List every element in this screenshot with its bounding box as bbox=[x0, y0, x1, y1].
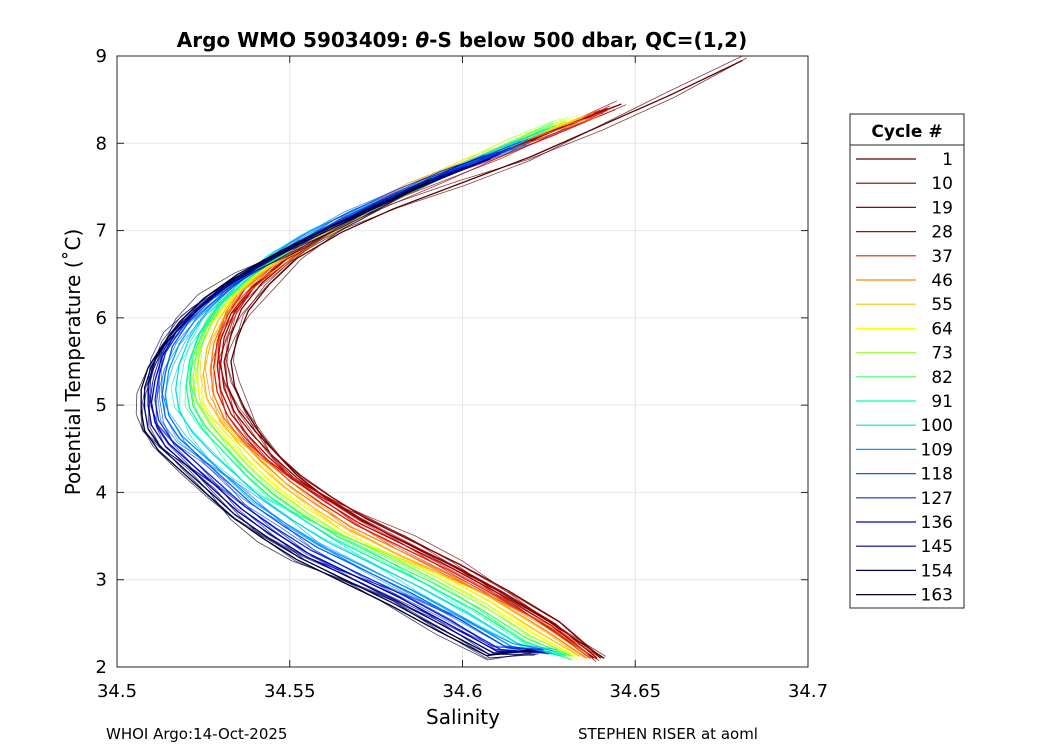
series-line-cycle-10-variant bbox=[226, 100, 618, 662]
footer-left-credit: WHOI Argo:14-Oct-2025 bbox=[106, 725, 288, 743]
legend-label-109: 109 bbox=[921, 440, 953, 460]
legend-label-28: 28 bbox=[931, 223, 953, 243]
series-line-cycle-163 bbox=[140, 182, 532, 657]
x-tick-label: 34.6 bbox=[442, 681, 482, 702]
y-tick-label: 6 bbox=[96, 308, 107, 329]
chart-title: Argo WMO 5903409: θ-S below 500 dbar, QC… bbox=[177, 28, 747, 52]
legend-label-163: 163 bbox=[921, 586, 953, 606]
legend-label-10: 10 bbox=[931, 174, 953, 194]
legend-label-82: 82 bbox=[931, 368, 953, 388]
legend: Cycle # 1 10 19 28 37 46 55 64 73 82 91 100 109 118 12… bbox=[849, 113, 965, 609]
x-tick-label: 34.7 bbox=[788, 681, 828, 702]
legend-box bbox=[849, 113, 965, 609]
y-tick-label: 9 bbox=[96, 46, 107, 67]
series-line-cycle-1-variant bbox=[225, 57, 747, 657]
x-tick-label: 34.55 bbox=[264, 681, 316, 702]
legend-label-91: 91 bbox=[931, 392, 953, 412]
legend-label-55: 55 bbox=[931, 295, 953, 315]
y-axis-label: Potential Temperature (˚C) bbox=[61, 229, 85, 496]
legend-label-46: 46 bbox=[931, 271, 953, 291]
y-tick-label: 2 bbox=[96, 657, 107, 678]
x-tick-label: 34.5 bbox=[97, 681, 137, 702]
series-line-cycle-163-variant bbox=[135, 177, 532, 659]
legend-label-136: 136 bbox=[921, 513, 953, 533]
legend-label-100: 100 bbox=[921, 416, 953, 436]
y-tick-label: 8 bbox=[96, 133, 107, 154]
series-line-cycle-118-variant bbox=[160, 145, 544, 651]
y-tick-label: 3 bbox=[96, 570, 107, 591]
legend-label-118: 118 bbox=[921, 465, 953, 485]
y-tick-label: 4 bbox=[96, 482, 107, 503]
legend-items: 1 10 19 28 37 46 55 64 73 82 91 100 109 118 127 136 145 1… bbox=[856, 150, 953, 606]
plot-lines bbox=[135, 55, 747, 662]
series-line-cycle-145-variant bbox=[147, 154, 535, 656]
legend-title: Cycle # bbox=[871, 122, 942, 142]
legend-label-154: 154 bbox=[921, 561, 953, 581]
axis-ticks: 34.5 34.55 34.6 34.65 34.7 2 3 4 5 6 7 8 9 bbox=[96, 46, 828, 702]
y-tick-label: 7 bbox=[96, 221, 107, 242]
legend-label-64: 64 bbox=[931, 319, 953, 339]
legend-label-73: 73 bbox=[931, 344, 953, 364]
legend-label-19: 19 bbox=[931, 198, 953, 218]
series-line-cycle-154-variant bbox=[148, 164, 536, 659]
legend-label-145: 145 bbox=[921, 537, 953, 557]
series-line-cycle-145 bbox=[147, 158, 539, 654]
legend-label-127: 127 bbox=[921, 489, 953, 509]
series-line-cycle-136-variant bbox=[150, 151, 538, 655]
legend-label-37: 37 bbox=[931, 247, 953, 267]
y-tick-label: 5 bbox=[96, 395, 107, 416]
footer-right-credit: STEPHEN RISER at aoml bbox=[578, 725, 758, 743]
x-tick-label: 34.65 bbox=[609, 681, 661, 702]
series-line-cycle-163-variant bbox=[141, 179, 537, 661]
x-axis-label: Salinity bbox=[426, 705, 500, 729]
legend-label-1: 1 bbox=[942, 150, 953, 170]
